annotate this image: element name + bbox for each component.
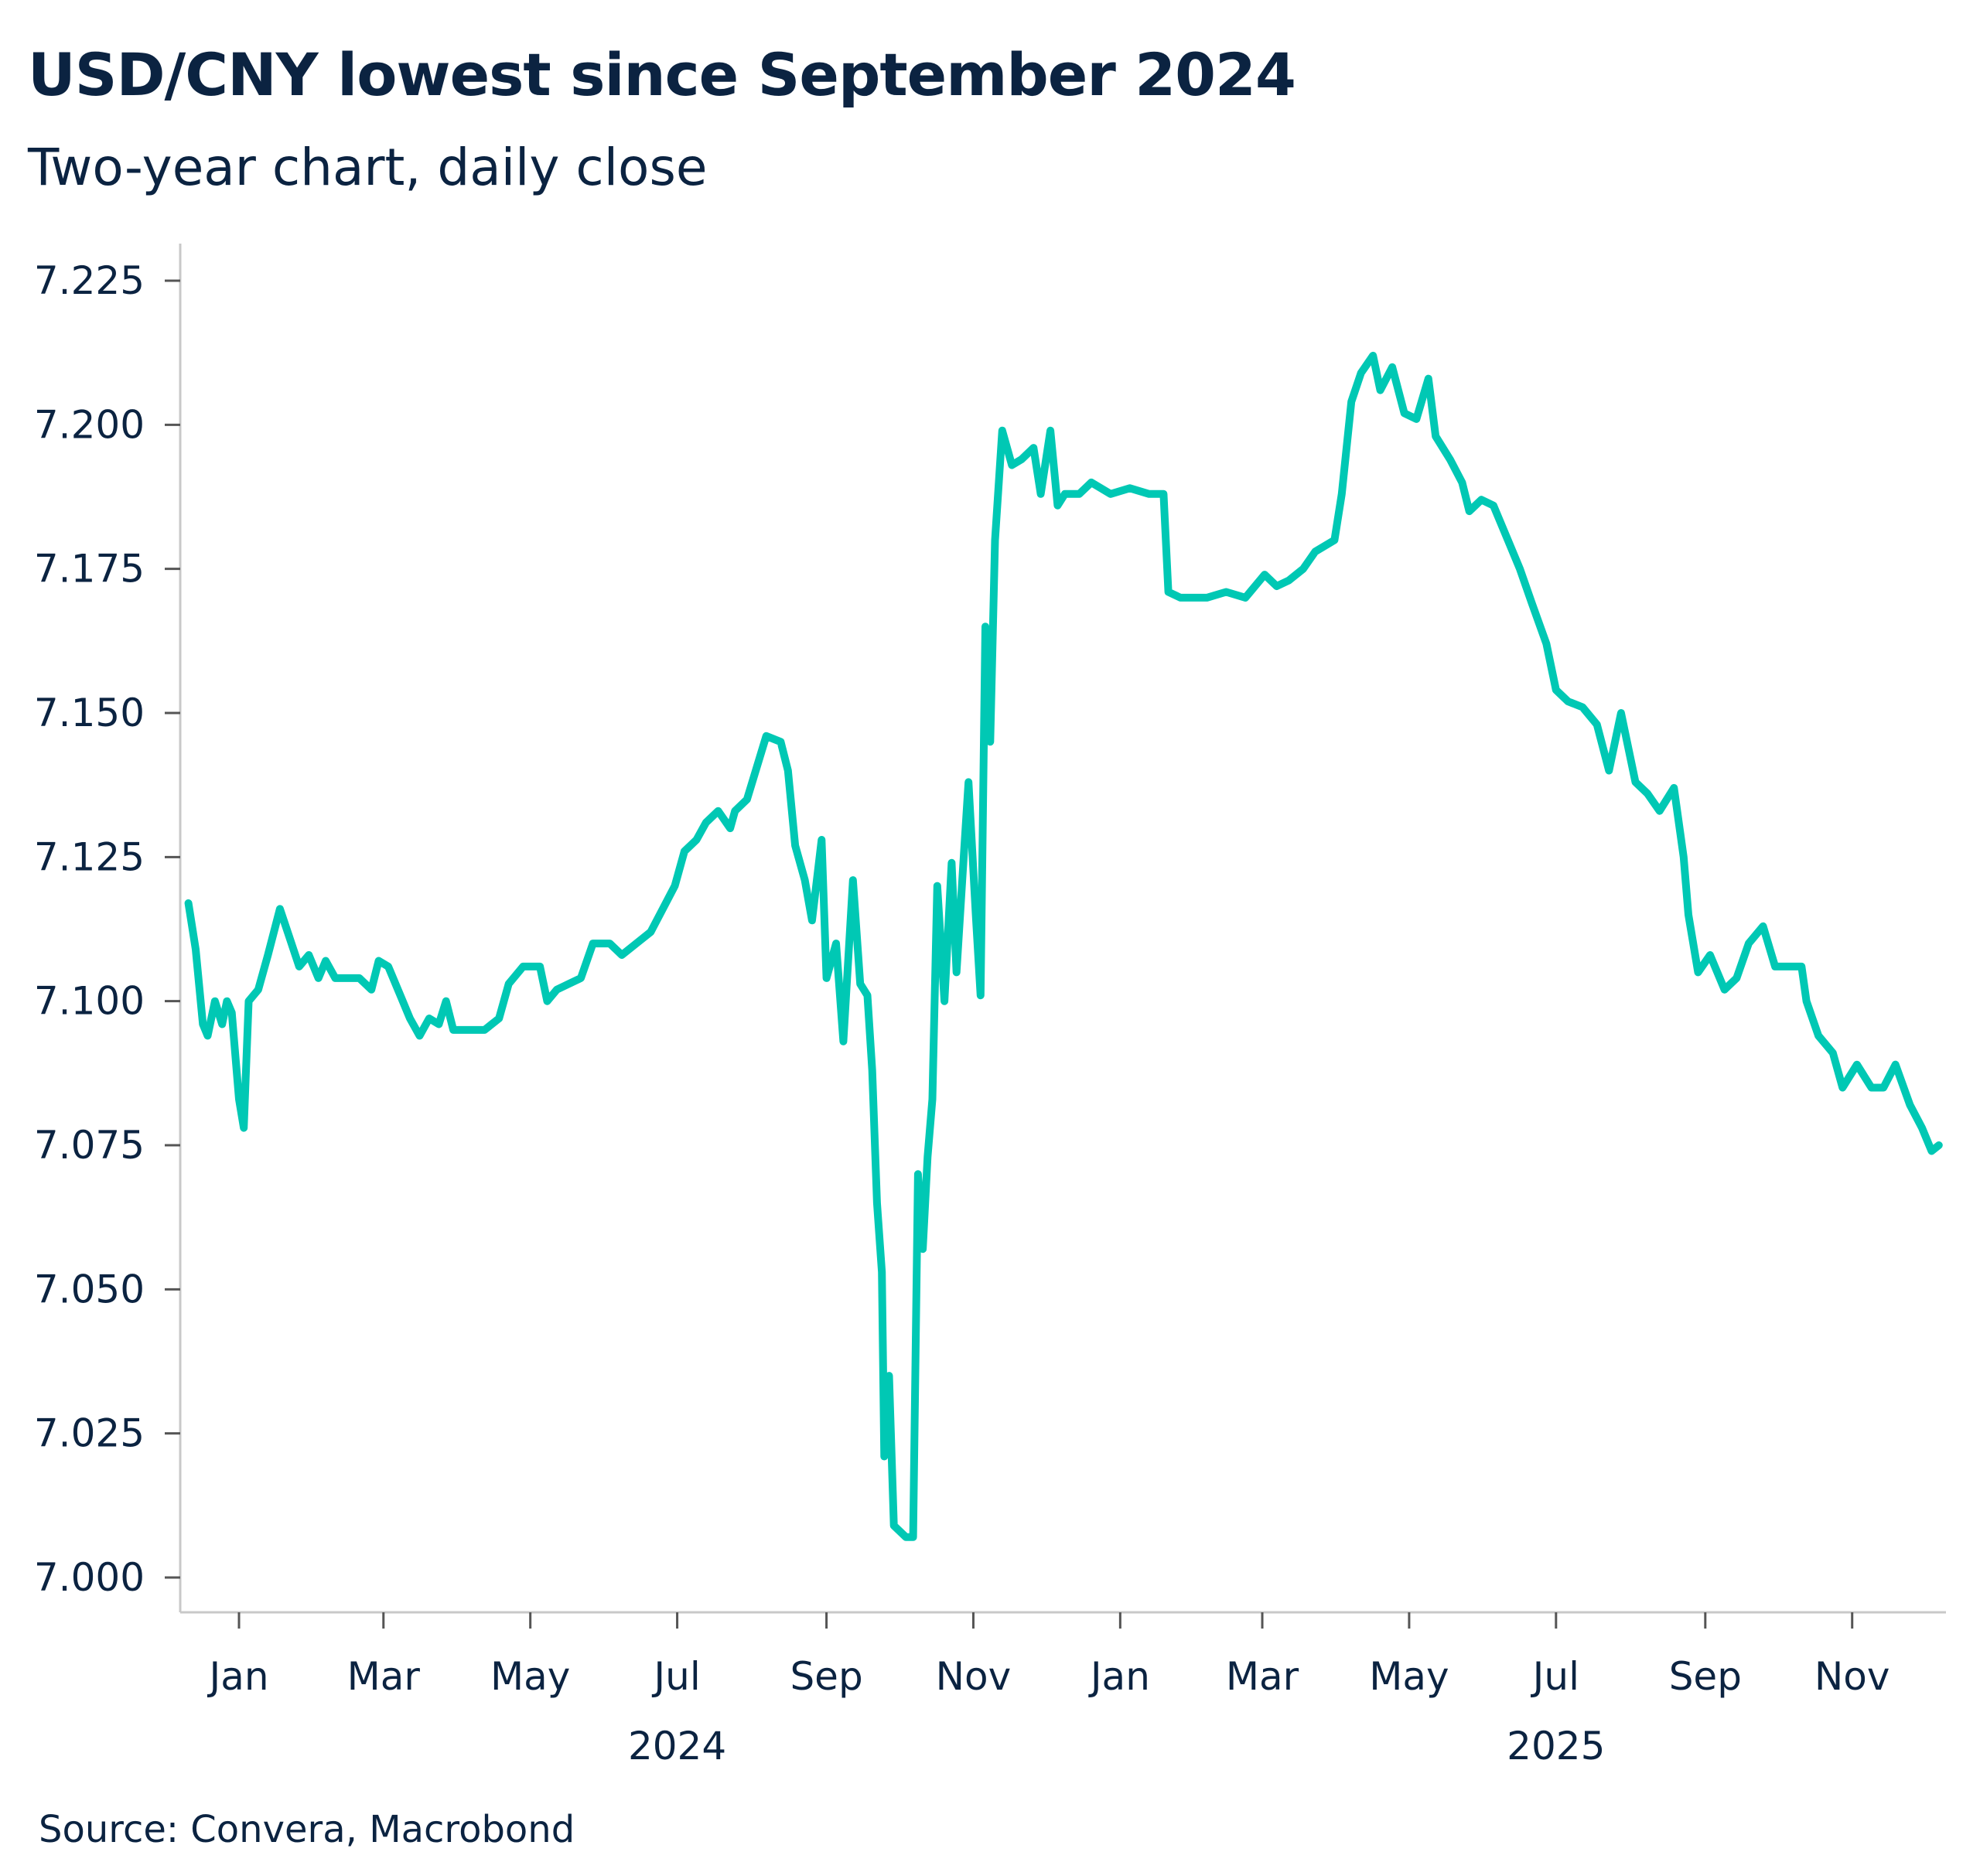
x-tick-label: Jan — [207, 1654, 268, 1699]
y-tick-label: 7.000 — [34, 1555, 145, 1600]
y-axis-ticks: 7.000 7.025 7.050 7.075 7.100 7.125 7.150 7.175… — [34, 258, 180, 1600]
x-tick-label: May — [490, 1654, 570, 1699]
x-tick-label: Jul — [651, 1654, 700, 1699]
y-tick-label: 7.075 — [34, 1123, 145, 1168]
x-tick-label: Sep — [790, 1654, 862, 1699]
x-tick-label: Sep — [1669, 1654, 1742, 1699]
x-tick-label: Nov — [936, 1654, 1012, 1699]
x-year-label: 2024 — [628, 1724, 726, 1769]
y-tick-label: 7.025 — [34, 1411, 145, 1456]
series-line-usd-cny — [184, 351, 1943, 1541]
x-year-label: 2025 — [1507, 1724, 1605, 1769]
x-tick-label: Jul — [1531, 1654, 1579, 1699]
x-tick-label: Jan — [1088, 1654, 1150, 1699]
x-axis-ticks: Jan Mar May Jul Sep Nov Jan Mar May Jul Sep Nov 2024… — [207, 1612, 1890, 1769]
y-tick-label: 7.100 — [34, 979, 145, 1024]
y-tick-label: 7.050 — [34, 1267, 145, 1311]
chart-title: USD/CNY lowest since September 2024 — [28, 40, 1296, 109]
x-tick-label: Nov — [1814, 1654, 1890, 1699]
y-tick-label: 7.175 — [34, 547, 145, 592]
source-note: Source: Convera, Macrobond — [39, 1808, 575, 1851]
y-tick-label: 7.200 — [34, 402, 145, 447]
y-tick-label: 7.125 — [34, 834, 145, 879]
x-tick-label: May — [1369, 1654, 1449, 1699]
y-tick-label: 7.150 — [34, 691, 145, 735]
y-tick-label: 7.225 — [34, 258, 145, 303]
x-tick-label: Mar — [1226, 1654, 1299, 1699]
chart-subtitle: Two-year chart, daily close — [28, 138, 708, 197]
x-tick-label: Mar — [347, 1654, 421, 1699]
